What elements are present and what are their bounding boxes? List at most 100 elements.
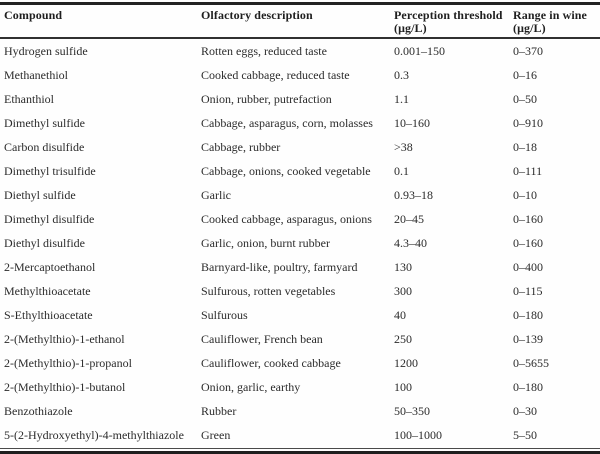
cell-perception-threshold: 0.1 xyxy=(394,163,409,178)
table-row: Hydrogen sulfide Rotten eggs, reduced tas… xyxy=(0,38,600,63)
cell-compound: 2-(Methylthio)-1-propanol xyxy=(4,355,132,370)
table-row: Methylthioacetate Sulfurous, rotten veget… xyxy=(0,279,600,303)
cell-olfactory-description: Cabbage, onions, cooked vegetable xyxy=(201,163,371,178)
cell-range-in-wine: 0–370 xyxy=(513,43,543,58)
cell-perception-threshold: 300 xyxy=(394,283,412,298)
cell-perception-threshold: 250 xyxy=(394,331,412,346)
col-header-range-in-wine: Range in wine (μg/L) xyxy=(513,3,600,39)
cell-range-in-wine: 0–160 xyxy=(513,211,543,226)
cell-olfactory-description: Garlic xyxy=(201,187,231,202)
cell-olfactory-description: Barnyard-like, poultry, farmyard xyxy=(201,259,358,274)
cell-perception-threshold: 10–160 xyxy=(394,115,430,130)
col-header-compound: Compound xyxy=(0,3,201,39)
cell-olfactory-description: Rotten eggs, reduced taste xyxy=(201,43,327,58)
cell-range-in-wine: 0–400 xyxy=(513,259,543,274)
cell-olfactory-description: Cauliflower, French bean xyxy=(201,331,323,346)
table-row: Methanethiol Cooked cabbage, reduced tast… xyxy=(0,63,600,87)
cell-olfactory-description: Sulfurous, rotten vegetables xyxy=(201,283,336,298)
table-row: Carbon disulfide Cabbage, rubber >38 0–18 xyxy=(0,135,600,159)
cell-compound: Methylthioacetate xyxy=(4,283,91,298)
cell-perception-threshold: 0.3 xyxy=(394,67,409,82)
table-body: Hydrogen sulfide Rotten eggs, reduced tas… xyxy=(0,38,600,447)
table-row: 2-Mercaptoethanol Barnyard-like, poultry,… xyxy=(0,255,600,279)
cell-range-in-wine: 0–111 xyxy=(513,163,543,178)
cell-olfactory-description: Onion, rubber, putrefaction xyxy=(201,91,332,106)
cell-compound: Dimethyl trisulfide xyxy=(4,163,96,178)
cell-range-in-wine: 0–180 xyxy=(513,379,543,394)
cell-compound: 5-(2-Hydroxyethyl)-4-methylthiazole xyxy=(4,427,184,442)
col-header-threshold-label: Perception threshold xyxy=(394,8,503,22)
cell-compound: S-Ethylthioacetate xyxy=(4,307,93,322)
table-row: Benzothiazole Rubber 50–350 0–30 xyxy=(0,399,600,423)
cell-olfactory-description: Cabbage, asparagus, corn, molasses xyxy=(201,115,373,130)
header-row: Compound Olfactory description Perceptio… xyxy=(0,3,600,39)
col-header-compound-label: Compound xyxy=(4,8,63,22)
cell-range-in-wine: 0–180 xyxy=(513,307,543,322)
cell-perception-threshold: 100–1000 xyxy=(394,427,442,442)
cell-perception-threshold: 50–350 xyxy=(394,403,430,418)
col-header-threshold-unit: (μg/L) xyxy=(394,21,427,35)
cell-perception-threshold: 100 xyxy=(394,379,412,394)
cell-olfactory-description: Cabbage, rubber xyxy=(201,139,281,154)
table-row: 5-(2-Hydroxyethyl)-4-methylthiazole Green… xyxy=(0,423,600,447)
cell-perception-threshold: 0.93–18 xyxy=(394,187,433,202)
cell-compound: Dimethyl sulfide xyxy=(4,115,85,130)
cell-range-in-wine: 0–115 xyxy=(513,283,543,298)
cell-olfactory-description: Garlic, onion, burnt rubber xyxy=(201,235,330,250)
cell-range-in-wine: 0–10 xyxy=(513,187,537,202)
table-header: Compound Olfactory description Perceptio… xyxy=(0,3,600,39)
cell-compound: Diethyl sulfide xyxy=(4,187,76,202)
cell-perception-threshold: 40 xyxy=(394,307,406,322)
cell-olfactory-description: Cooked cabbage, asparagus, onions xyxy=(201,211,372,226)
cell-compound: 2-Mercaptoethanol xyxy=(4,259,96,274)
cell-olfactory-description: Cauliflower, cooked cabbage xyxy=(201,355,341,370)
table-bottom-rule-thin xyxy=(0,448,600,449)
cell-range-in-wine: 0–30 xyxy=(513,403,537,418)
cell-perception-threshold: 0.001–150 xyxy=(394,43,445,58)
col-header-perception-threshold: Perception threshold (μg/L) xyxy=(394,3,513,39)
cell-compound: 2-(Methylthio)-1-ethanol xyxy=(4,331,125,346)
cell-compound: Benzothiazole xyxy=(4,403,73,418)
cell-perception-threshold: 20–45 xyxy=(394,211,424,226)
cell-olfactory-description: Rubber xyxy=(201,403,237,418)
table-bottom-rule-thick xyxy=(0,451,600,454)
cell-olfactory-description: Onion, garlic, earthy xyxy=(201,379,301,394)
cell-range-in-wine: 0–910 xyxy=(513,115,543,130)
cell-compound: Dimethyl disulfide xyxy=(4,211,95,226)
table-row: Dimethyl sulfide Cabbage, asparagus, corn… xyxy=(0,111,600,135)
cell-perception-threshold: 4.3–40 xyxy=(394,235,427,250)
cell-range-in-wine: 0–139 xyxy=(513,331,543,346)
cell-perception-threshold: >38 xyxy=(394,139,413,154)
table-row: Ethanthiol Onion, rubber, putrefaction 1.1… xyxy=(0,87,600,111)
cell-compound: Carbon disulfide xyxy=(4,139,85,154)
col-header-olfactory-description: Olfactory description xyxy=(201,3,394,39)
table-row: 2-(Methylthio)-1-ethanol Cauliflower, Fre… xyxy=(0,327,600,351)
cell-range-in-wine: 5–50 xyxy=(513,427,537,442)
col-header-olfactory-label: Olfactory description xyxy=(201,8,313,22)
cell-perception-threshold: 1.1 xyxy=(394,91,409,106)
table-row: 2-(Methylthio)-1-propanol Cauliflower, co… xyxy=(0,351,600,375)
table-row: Dimethyl trisulfide Cabbage, onions, cook… xyxy=(0,159,600,183)
cell-range-in-wine: 0–5655 xyxy=(513,355,549,370)
cell-range-in-wine: 0–16 xyxy=(513,67,537,82)
table-row: Diethyl sulfide Garlic 0.93–18 0–10 xyxy=(0,183,600,207)
cell-olfactory-description: Sulfurous xyxy=(201,307,248,322)
col-header-range-unit: (μg/L) xyxy=(513,21,546,35)
cell-compound: Hydrogen sulfide xyxy=(4,43,88,58)
cell-range-in-wine: 0–50 xyxy=(513,91,537,106)
cell-olfactory-description: Green xyxy=(201,427,231,442)
table-row: Diethyl disulfide Garlic, onion, burnt ru… xyxy=(0,231,600,255)
table-row: S-Ethylthioacetate Sulfurous 40 0–180 xyxy=(0,303,600,327)
cell-perception-threshold: 1200 xyxy=(394,355,418,370)
cell-perception-threshold: 130 xyxy=(394,259,412,274)
cell-range-in-wine: 0–18 xyxy=(513,139,537,154)
cell-compound: Methanethiol xyxy=(4,67,68,82)
cell-compound: Diethyl disulfide xyxy=(4,235,85,250)
cell-compound: 2-(Methylthio)-1-butanol xyxy=(4,379,126,394)
table-row: Dimethyl disulfide Cooked cabbage, aspara… xyxy=(0,207,600,231)
cell-compound: Ethanthiol xyxy=(4,91,54,106)
cell-olfactory-description: Cooked cabbage, reduced taste xyxy=(201,67,350,82)
cell-range-in-wine: 0–160 xyxy=(513,235,543,250)
